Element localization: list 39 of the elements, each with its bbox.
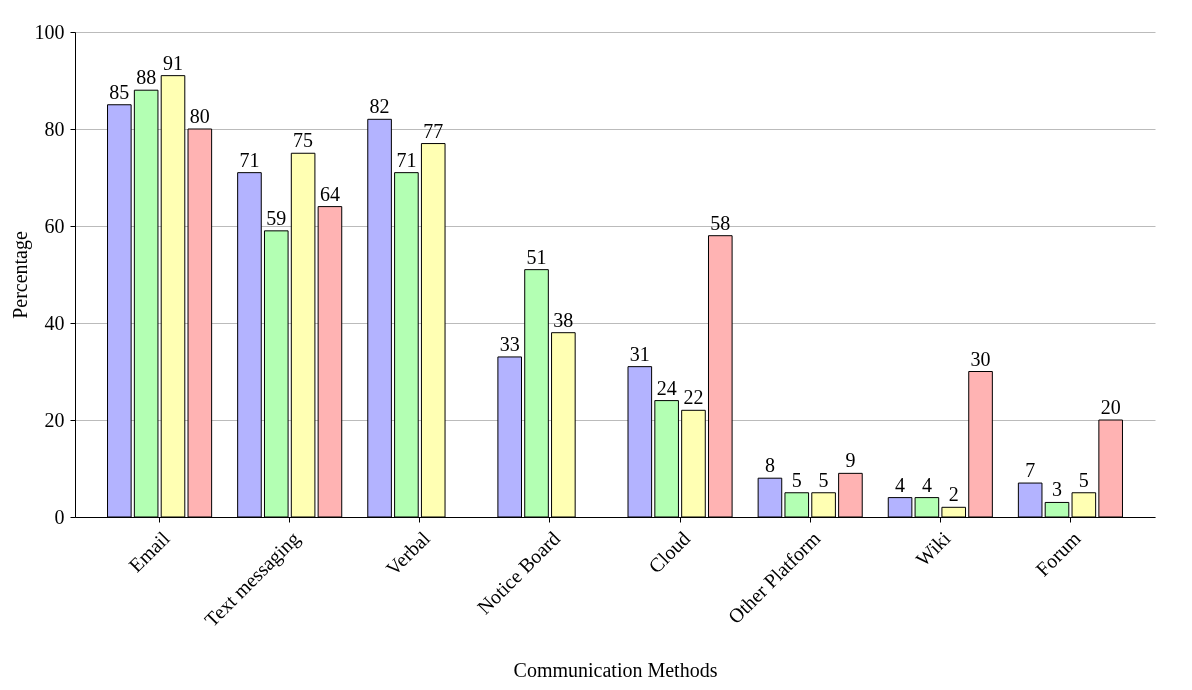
data-label: 3	[1052, 478, 1063, 501]
data-label: 8	[764, 454, 775, 477]
data-label: 85	[109, 80, 130, 103]
y-tick-label: 40	[44, 311, 65, 334]
data-label: 4	[895, 473, 906, 496]
data-label: 33	[499, 332, 520, 355]
y-axis-title: Percentage	[8, 231, 32, 319]
data-label: 75	[293, 129, 314, 152]
data-label: 2	[948, 483, 959, 506]
x-tick-label: Wiki	[911, 526, 955, 571]
data-label: 77	[423, 119, 444, 142]
data-label: 88	[136, 66, 157, 89]
data-label: 58	[710, 211, 731, 234]
data-label: 5	[1078, 468, 1089, 491]
y-tick-label: 80	[44, 117, 65, 140]
data-label: 64	[319, 182, 340, 205]
data-label: 80	[189, 105, 210, 127]
data-label: 31	[629, 342, 650, 365]
y-tick-label: 100	[34, 20, 65, 43]
data-label: 24	[656, 376, 677, 399]
data-label: 5	[818, 468, 829, 491]
data-label: 51	[526, 245, 547, 268]
y-tick-label: 60	[44, 214, 65, 237]
data-label: 38	[553, 308, 574, 331]
y-tick-label: 0	[54, 505, 65, 528]
data-label: 91	[162, 51, 183, 74]
y-tick-label: 20	[44, 408, 65, 431]
data-label: 5	[791, 468, 802, 491]
x-axis-title: Communication Methods	[513, 658, 718, 681]
data-label: 59	[266, 206, 287, 229]
data-label: 71	[239, 148, 260, 171]
data-label: 4	[921, 473, 932, 496]
data-label: 30	[970, 347, 991, 370]
data-label: 7	[1025, 459, 1036, 482]
data-label: 22	[683, 386, 704, 409]
data-label: 20	[1100, 396, 1121, 418]
data-label: 71	[396, 148, 417, 171]
data-label: 9	[845, 449, 856, 472]
data-label: 82	[369, 95, 390, 118]
